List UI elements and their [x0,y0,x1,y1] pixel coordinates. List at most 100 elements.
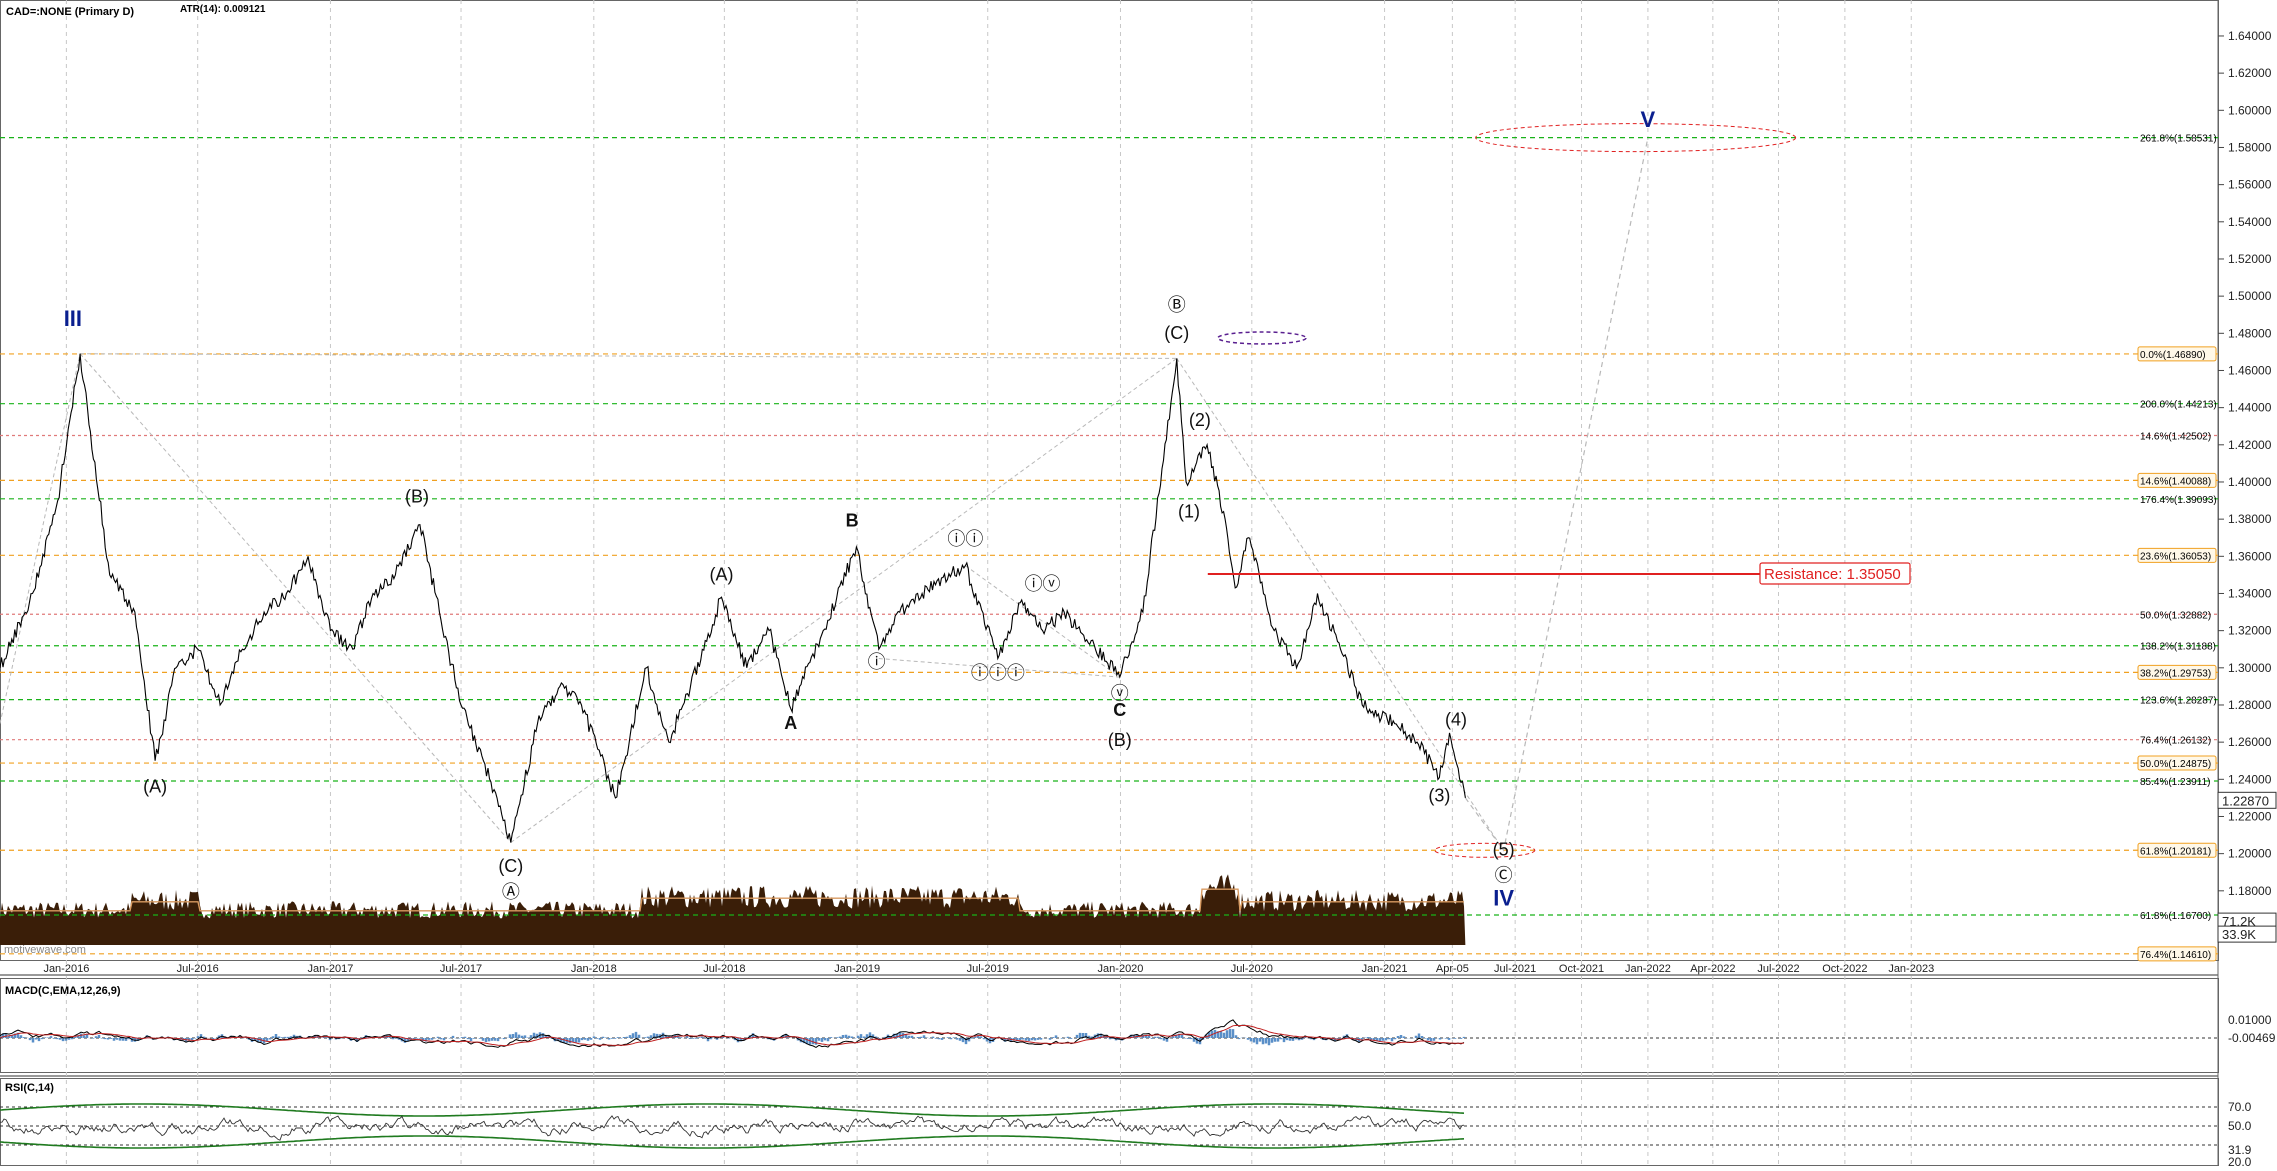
fib-level-label: 50.0%(1.32882) [2140,610,2211,621]
resistance-label: Resistance: 1.35050 [1764,566,1901,583]
target-ellipse-v [1475,123,1797,153]
macd-title: MACD(C,EMA,12,26,9) [5,985,121,997]
fib-level-label: 85.4%(1.23911) [2140,777,2210,788]
wave-connector-line [0,353,81,724]
x-tick-label: Jul-2020 [1231,963,1273,975]
y-tick-label: 1.58000 [2228,140,2272,154]
y-tick-label: 1.56000 [2228,178,2272,192]
wave-connector-line [965,565,1121,678]
fibonacci-levels: 261.8%(1.58531) 0.0%(1.46890) 200.0%(1.442… [0,134,2218,962]
wave-label: (C) [1164,323,1189,343]
fib-level-box [2137,842,2217,858]
rsi-upper-band [0,1103,1465,1117]
wave-label: IV [1493,886,1514,911]
volume-moving-average [0,888,1464,912]
y-tick-label: 1.52000 [2228,252,2272,266]
y-tick-label: 1.30000 [2228,661,2272,675]
x-tick-label: Apr-2022 [1690,963,1735,975]
y-tick-label: 1.18000 [2228,884,2272,898]
y-tick-label: 1.26000 [2228,735,2272,749]
y-tick-label: 1.40000 [2228,475,2272,489]
wave-helper-lines [0,123,1797,858]
price-series [0,353,1466,843]
rsi-tick-label: 20.0 [2228,1155,2252,1166]
x-tick-label: Jul-2016 [177,963,219,975]
y-tick-label: 1.20000 [2228,847,2272,861]
x-tick-label: Jan-2018 [571,963,617,975]
wave-label: C [1113,700,1126,720]
fib-level-box [2137,664,2217,680]
x-tick-label: Jan-2023 [1888,963,1934,975]
x-tick-label: Apr-05 [1436,963,1469,975]
x-tick-label: Oct-2021 [1559,963,1604,975]
wave-labels: III(A)(B)(C)Ⓐ(A)ABⓘⓘⓘⓘⓘⓘⓘⓥⓥC(B)Ⓑ(C)(2)(1… [64,107,1656,911]
wave-label: Ⓒ [1495,866,1513,886]
y-tick-label: 1.48000 [2228,326,2272,340]
y-tick-label: 1.62000 [2228,66,2272,80]
projection-path [1464,137,1649,852]
fib-level-label: 0.0%(1.46890) [2140,350,2206,361]
axes: Jan-2016 Jul-2016 Jan-2017 Jul-2017 Jan-2018… [43,29,2277,975]
last-price-tag: 1.22870 [2222,793,2269,808]
x-tick-label: Jul-2018 [703,963,745,975]
fib-level-box [2137,755,2217,771]
y-tick-label: 1.44000 [2228,401,2272,415]
wave-label: (1) [1178,501,1200,521]
rsi-lower-band [0,1135,1465,1149]
fib-level-box [2137,346,2217,362]
wave-label: ⓘⓥ [1025,574,1061,594]
y-tick-label: 1.42000 [2228,438,2272,452]
wave-connector-line [79,353,512,843]
symbol-title: CAD=:NONE (Primary D) [6,6,134,18]
wave-label: (A) [710,564,734,584]
fib-level-label: 76.4%(1.26132) [2140,736,2211,747]
atr-readout: ATR(14): 0.009121 [180,4,266,15]
wave-label: (2) [1189,410,1211,430]
rsi-indicator: 70.0 50.0 31.920.0 [0,1100,2252,1169]
rsi-title: RSI(C,14) [5,1082,54,1094]
macd-value-label: -0.00469 [2228,1031,2276,1045]
y-tick-label: 1.64000 [2228,29,2272,43]
last-price-tag-box [2217,791,2277,809]
wave-label: (B) [1108,730,1132,750]
fib-level-label: 200.0%(1.44213) [2140,400,2217,411]
grid [65,0,1912,1166]
y-tick-label: 1.24000 [2228,772,2272,786]
fib-level-label: 61.8%(1.16700) [2140,911,2211,922]
fib-level-label: 261.8%(1.58531) [2140,134,2217,145]
resistance-label-box [1759,562,1911,585]
wave-connector-line [878,658,1120,678]
wave-label: ⓘ [868,652,886,672]
wave-label: (3) [1428,786,1450,806]
fib-level-box [2137,472,2217,488]
x-tick-label: Jan-2022 [1625,963,1671,975]
watermark: motivewave.com [4,944,86,956]
target-ellipse-b [1217,331,1307,345]
rsi-tick-label: 70.0 [2228,1100,2252,1114]
fib-level-label: 14.6%(1.42502) [2140,431,2211,442]
wave-label: Ⓑ [1168,295,1186,315]
macd-tick-label: 0.01000 [2228,1013,2272,1027]
price-line [0,353,1466,843]
rsi-line [0,1115,1465,1141]
volume-tag: 71.2K [2222,914,2256,929]
wave-label: (4) [1445,709,1467,729]
x-tick-label: Jul-2021 [1494,963,1536,975]
x-tick-label: Jan-2017 [308,963,354,975]
x-tick-label: Jan-2016 [43,963,89,975]
x-tick-label: Oct-2022 [1822,963,1867,975]
fib-level-box [2137,547,2217,563]
macd-signal-line [0,1024,1465,1047]
fib-level-label: 38.2%(1.29753) [2140,668,2211,679]
x-tick-label: Jul-2019 [967,963,1009,975]
wave-connector-line [510,357,1178,843]
y-tick-label: 1.36000 [2228,549,2272,563]
wave-label: V [1641,107,1656,132]
wave-label: (B) [405,486,429,506]
y-tick-label: 1.54000 [2228,215,2272,229]
x-tick-label: Jul-2022 [1757,963,1799,975]
wave-connector-line [80,353,1177,359]
